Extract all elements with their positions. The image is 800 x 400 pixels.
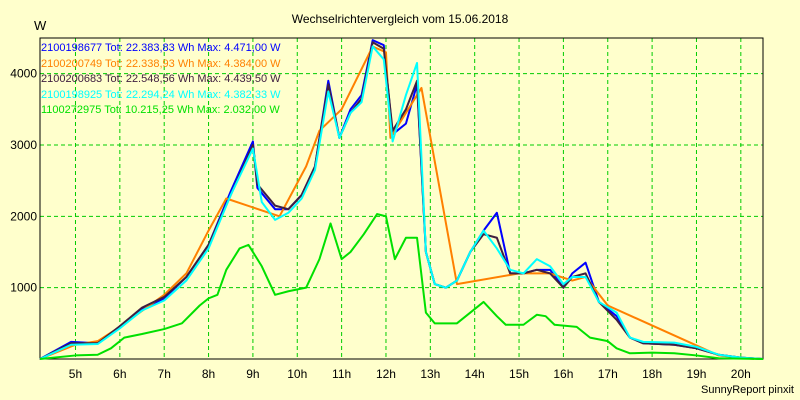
x-tick-label: 14h: [465, 367, 485, 381]
y-tick-label: 4000: [10, 67, 37, 81]
y-axis-label: W: [34, 18, 47, 33]
y-tick-label: 2000: [10, 209, 37, 223]
legend-entry-1100272975: 1100272975 Tot: 10.215,25 Wh Max: 2.032,…: [41, 104, 280, 116]
legend-entry-2100198677: 2100198677 Tot: 22.383,83 Wh Max: 4.471,…: [41, 42, 281, 54]
x-tick-label: 20h: [731, 367, 751, 381]
x-tick-label: 15h: [509, 367, 529, 381]
chart-title: Wechselrichtervergleich vom 15.06.2018: [291, 12, 509, 26]
legend-entry-2100198925: 2100198925 Tot: 22.294,24 Wh Max: 4.382,…: [41, 88, 281, 101]
legend-entry-2100200749: 2100200749 Tot: 22.338,93 Wh Max: 4.384,…: [41, 57, 281, 70]
x-tick-label: 9h: [246, 367, 259, 381]
x-tick-label: 13h: [420, 367, 440, 381]
x-tick-label: 5h: [69, 367, 82, 381]
x-tick-label: 7h: [158, 367, 171, 381]
x-tick-label: 10h: [287, 367, 307, 381]
x-tick-label: 19h: [686, 367, 706, 381]
series-line-1100272975: [39, 213, 764, 360]
legend-entry-2100200683: 2100200683 Tot: 22.548,56 Wh Max: 4.439,…: [41, 73, 281, 85]
x-tick-label: 17h: [598, 367, 618, 381]
x-tick-label: 8h: [202, 367, 215, 381]
y-tick-label: 1000: [10, 281, 37, 295]
legend: 2100198677 Tot: 22.383,83 Wh Max: 4.471,…: [41, 41, 281, 119]
y-tick-label: 3000: [10, 138, 37, 152]
x-tick-label: 6h: [113, 367, 126, 381]
x-tick-label: 16h: [553, 367, 573, 381]
plot-border: [39, 37, 764, 360]
series-line-2100198925: [39, 45, 764, 360]
x-tick-label: 12h: [376, 367, 396, 381]
x-tick-label: 11h: [332, 367, 351, 381]
footer-credit: SunnyReport pinxit: [701, 384, 794, 396]
x-tick-label: 18h: [642, 367, 662, 381]
